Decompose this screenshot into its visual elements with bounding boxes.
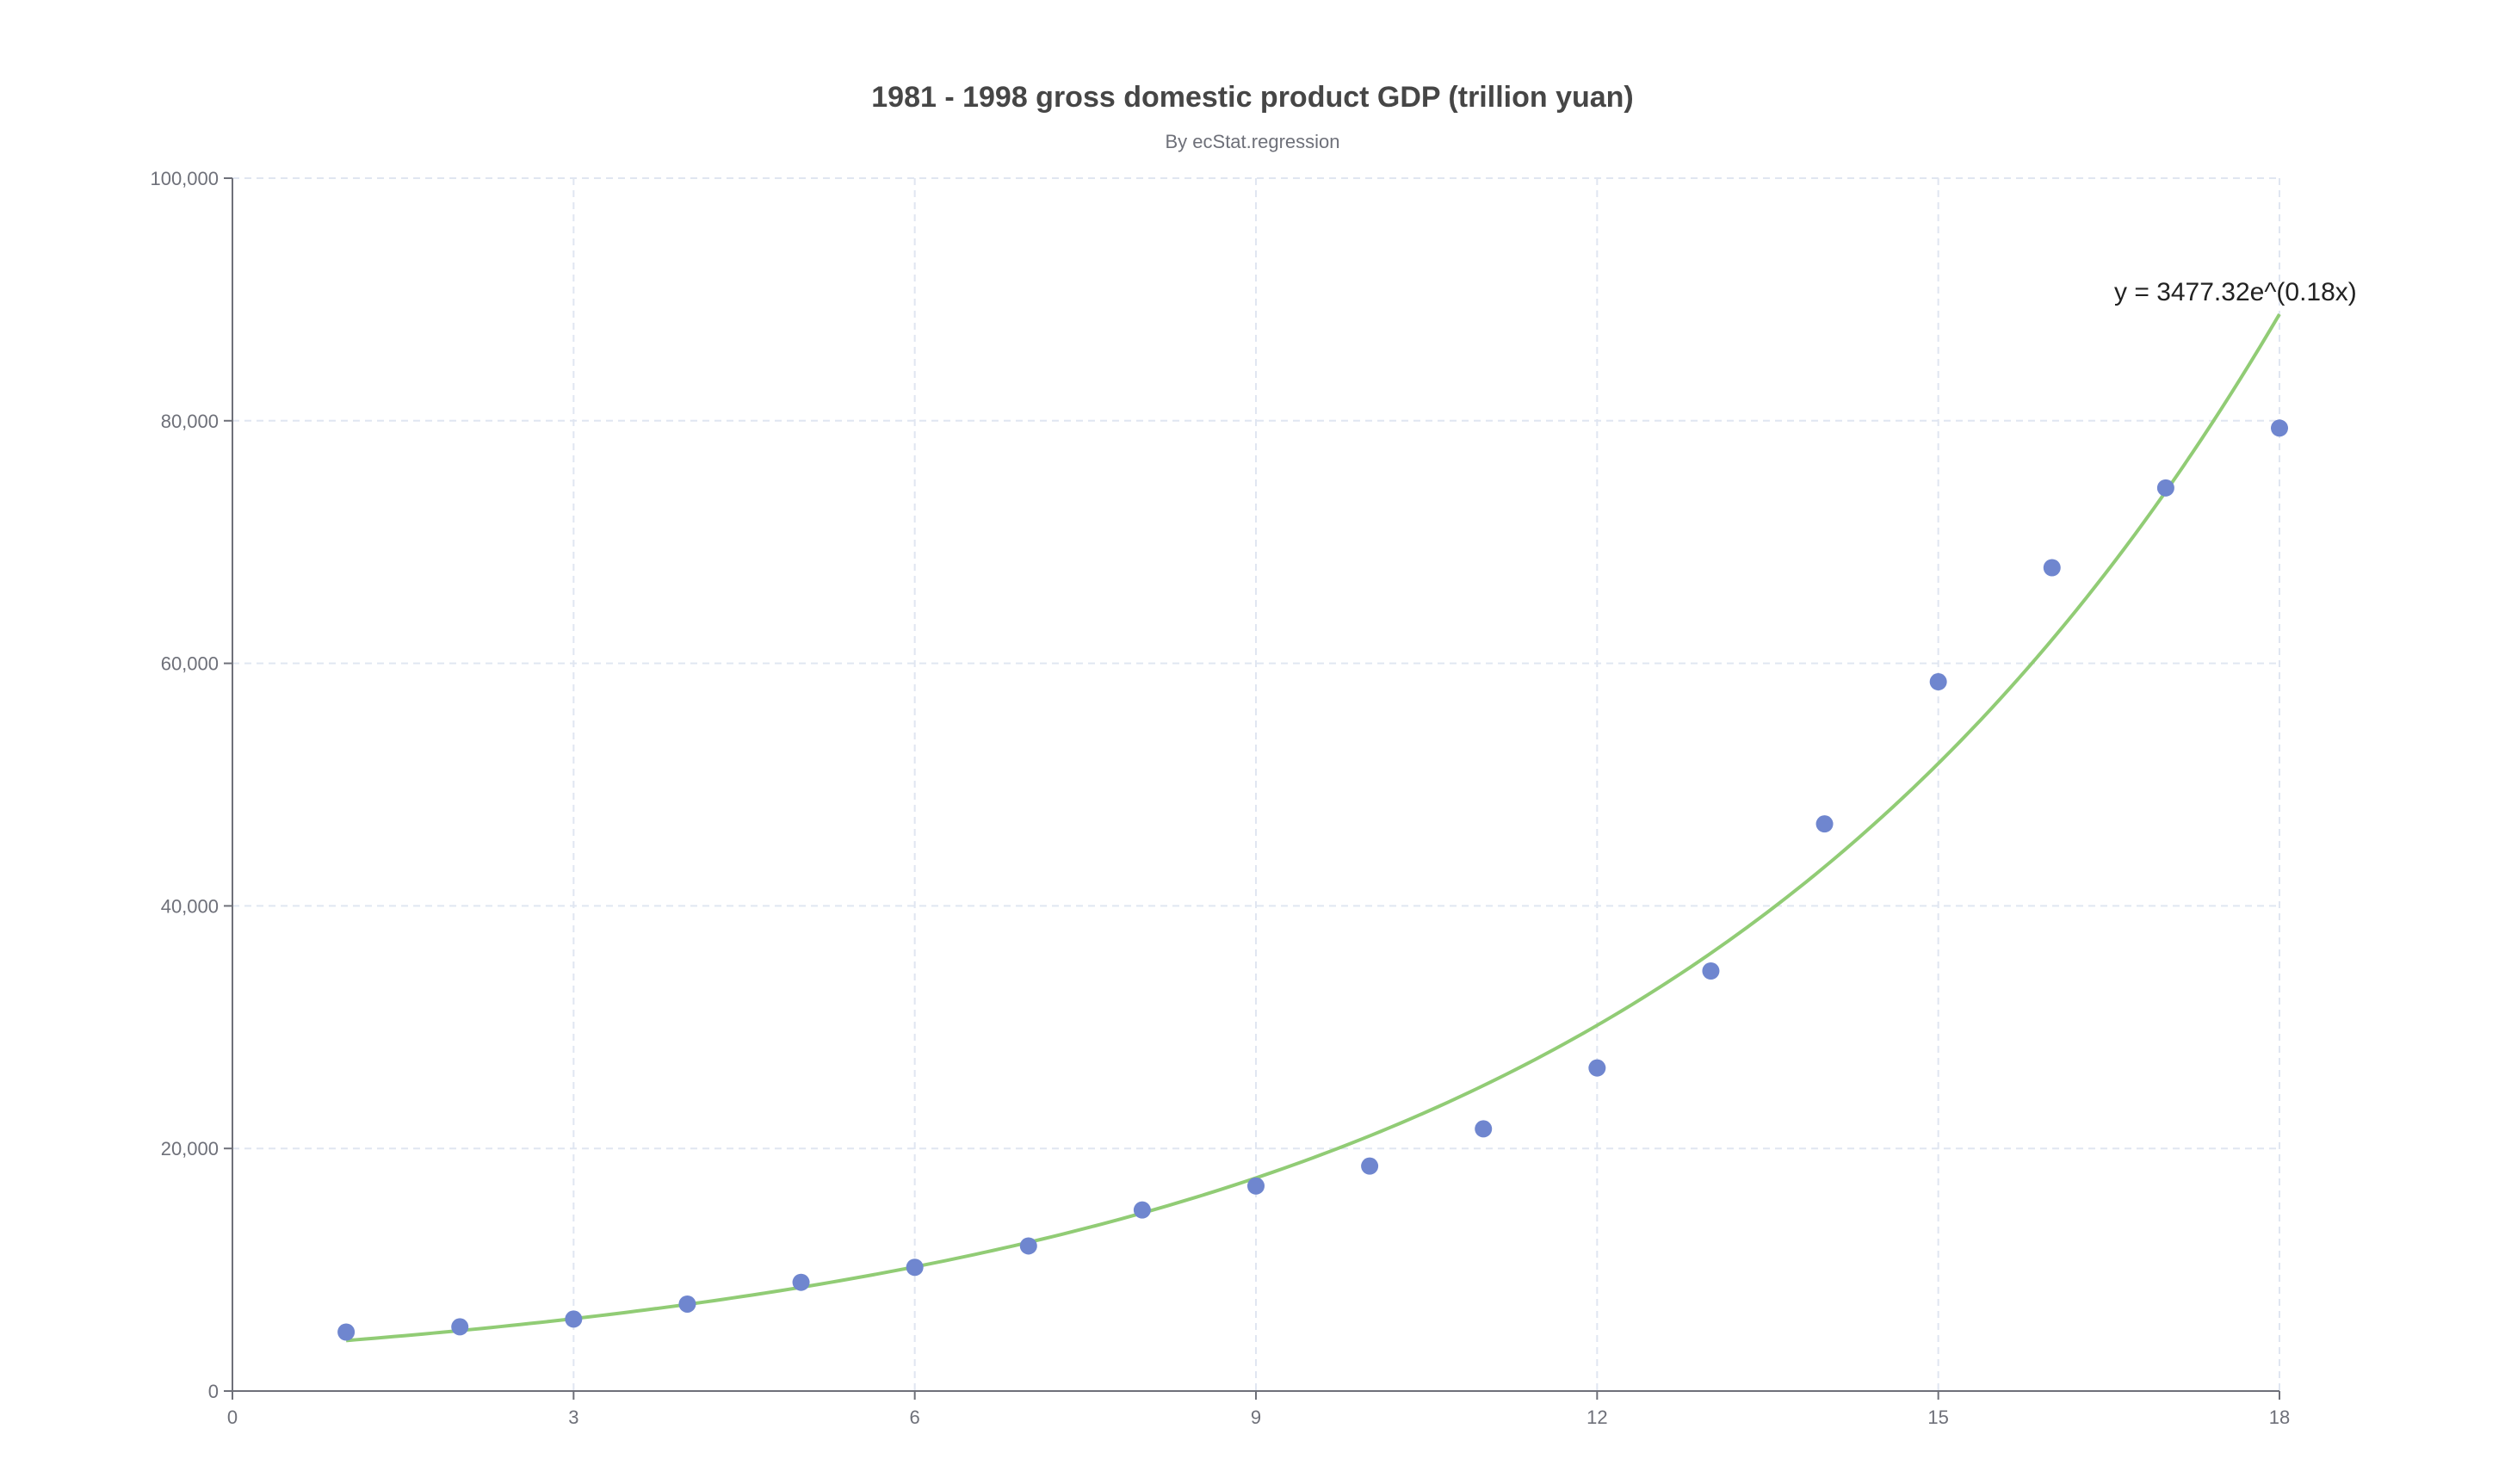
grid-lines xyxy=(232,177,2280,1391)
x-tick-label: 0 xyxy=(227,1407,238,1428)
y-tick-label: 60,000 xyxy=(161,653,219,675)
y-tick-label: 100,000 xyxy=(150,168,219,189)
scatter-points xyxy=(337,419,2288,1341)
data-point[interactable] xyxy=(1702,962,1720,980)
data-point[interactable] xyxy=(906,1258,924,1277)
x-tick-label: 15 xyxy=(1927,1407,1948,1428)
x-tick-label: 18 xyxy=(2269,1407,2290,1428)
data-point[interactable] xyxy=(565,1310,583,1328)
data-point[interactable] xyxy=(451,1318,469,1336)
data-point[interactable] xyxy=(1929,673,1947,691)
y-tick-label: 80,000 xyxy=(161,411,219,432)
data-point[interactable] xyxy=(2271,419,2288,437)
regression-curve-group xyxy=(345,312,2281,1343)
x-tick-label: 12 xyxy=(1586,1407,1607,1428)
chart-title: 1981 - 1998 gross domestic product GDP (… xyxy=(871,81,1634,114)
data-point[interactable] xyxy=(2156,479,2174,497)
data-point[interactable] xyxy=(792,1273,810,1291)
y-tick-label: 20,000 xyxy=(161,1138,219,1159)
x-tick-label: 3 xyxy=(568,1407,578,1428)
data-point[interactable] xyxy=(678,1295,696,1313)
y-tick-label: 0 xyxy=(208,1381,219,1402)
regression-curve xyxy=(345,312,2281,1343)
data-point[interactable] xyxy=(1361,1157,1379,1175)
data-point[interactable] xyxy=(2043,559,2061,577)
data-point[interactable] xyxy=(1247,1177,1265,1195)
y-tick-label: 40,000 xyxy=(161,895,219,917)
data-point[interactable] xyxy=(1019,1237,1037,1255)
x-tick-label: 6 xyxy=(910,1407,920,1428)
x-tick-label: 9 xyxy=(1251,1407,1261,1428)
data-point[interactable] xyxy=(337,1323,356,1341)
chart-subtitle: By ecStat.regression xyxy=(1166,131,1340,152)
data-point[interactable] xyxy=(1133,1201,1151,1219)
data-point[interactable] xyxy=(1475,1120,1493,1138)
data-point[interactable] xyxy=(1588,1059,1606,1077)
data-point[interactable] xyxy=(1815,815,1834,833)
annotation-layer: y = 3477.32e^(0.18x) xyxy=(2114,278,2357,306)
axes: 0 20,000 40,000 60,000 80,000 100,000 0 3 6 9 12 15… xyxy=(150,168,2290,1428)
regression-equation-label: y = 3477.32e^(0.18x) xyxy=(2114,278,2357,306)
